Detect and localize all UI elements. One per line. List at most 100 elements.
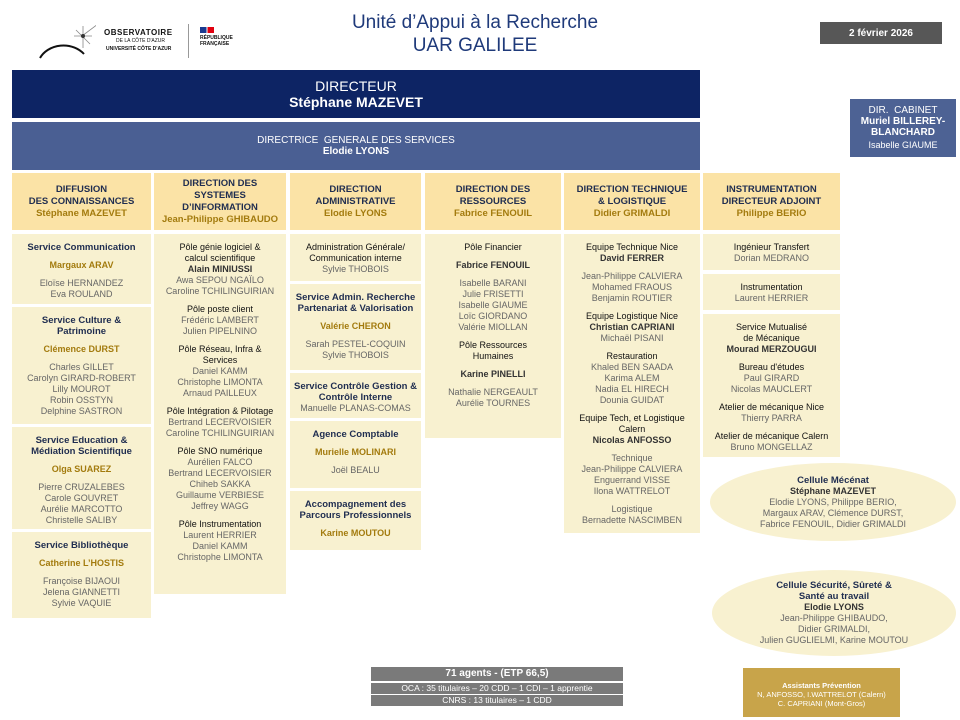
service-title: Pôle poste client <box>186 304 254 314</box>
leader-name: Nicolas ANFOSSO <box>592 435 672 445</box>
member-name: Isabelle BARANI <box>459 278 527 288</box>
service-group: Pôle génie logiciel & calcul scientifique… <box>166 242 274 297</box>
column-head: Stéphane MAZEVET <box>36 207 127 219</box>
service-title: Contrôle Interne <box>318 392 393 403</box>
service-title: Communication interne <box>309 253 402 263</box>
service-group: Service Education & Médiation Scientifiqu… <box>31 435 132 457</box>
service-box: Pôle génie logiciel & calcul scientifique… <box>154 234 286 594</box>
service-box: Service Communication Margaux ARAV Eloïse … <box>12 234 151 304</box>
column-header: DIRECTION DES SYSTEMES D’INFORMATION Jean-P… <box>154 173 286 230</box>
service-group: Atelier de mécanique Calern Bruno MONGELL… <box>715 431 829 453</box>
member-name: Sylvie THOBOIS <box>322 264 389 274</box>
service-group: Françoise BIJAOUI Jelena GIANNETTI Sylvie … <box>43 576 120 609</box>
member-name: Bertrand LECERVOISIER <box>168 417 272 427</box>
service-group: Isabelle BARANI Julie FRISETTI Isabelle GI… <box>458 278 527 333</box>
member-name: Charles GILLET <box>49 362 114 372</box>
service-box: Service Education & Médiation Scientifiqu… <box>12 427 151 529</box>
member-name: Julien PIPELNINO <box>182 326 257 336</box>
member-name: Khaled BEN SAADA <box>590 362 674 372</box>
column-header: DIFFUSION DES CONNAISSANCES Stéphane MAZEV… <box>12 173 151 230</box>
service-group: Service Bibliothèque <box>35 540 129 551</box>
service-title: de Mécanique <box>743 333 800 343</box>
member-name: Jelena GIANNETTI <box>42 587 121 597</box>
service-group: Pôle Financier <box>464 242 522 253</box>
service-title: Pôle Intégration & Pilotage <box>166 406 274 416</box>
director-name: Stéphane MAZEVET <box>289 94 423 110</box>
column-head: Didier GRIMALDI <box>593 207 671 219</box>
service-box: Pôle Financier Fabrice FENOUIL Isabelle BA… <box>425 234 561 438</box>
service-group: Service Mutualisé de Mécanique Mourad MERZ… <box>727 322 817 355</box>
logo-name: OBSERVATOIRE <box>104 28 173 37</box>
service-title: Service Education & <box>35 435 128 446</box>
column-title: DIRECTION <box>329 183 382 195</box>
service-group: Service Contrôle Gestion & Contrôle Inter… <box>294 381 417 414</box>
service-title: Service Contrôle Gestion & <box>293 381 417 392</box>
service-box: Service Bibliothèque Catherine L’HOSTIS Fr… <box>12 532 151 618</box>
leader-name: David FERRER <box>599 253 664 263</box>
service-title: Pôle génie logiciel & <box>179 242 261 252</box>
member-name: Technique <box>611 453 653 463</box>
service-group: Agence Comptable <box>312 429 398 440</box>
member-name: Loïc GIORDANO <box>458 311 528 321</box>
member-name: Paul GIRARD <box>743 373 800 383</box>
assistants-line: N, ANFOSSO, I.WATTRELOT (Calern) <box>757 690 886 699</box>
service-group: Accompagnement des Parcours Professionnel… <box>300 499 412 521</box>
service-box: Service Admin. Recherche Partenariat & Va… <box>290 284 421 370</box>
page-subtitle: UAR GALILEE <box>412 35 538 56</box>
service-title: Service Bibliothèque <box>34 540 129 551</box>
column-title: & LOGISTIQUE <box>597 195 667 207</box>
cabinet-role: DIR. CABINET <box>868 105 938 116</box>
cabinet-box: DIR. CABINET Muriel BILLEREY-BLANCHARD I… <box>850 99 956 157</box>
service-group: Equipe Tech, et Logistique Calern Nicolas … <box>579 413 684 446</box>
column-title: ADMINISTRATIVE <box>315 195 396 207</box>
column-title: DIFFUSION <box>55 183 108 195</box>
member-name: Frédéric LAMBERT <box>181 315 259 325</box>
service-title: Ingénieur Transfert <box>733 242 810 252</box>
member-name: Pierre CRUZALEBES <box>38 482 125 492</box>
member-name: Nadia EL HIRECH <box>595 384 669 394</box>
service-title: Atelier de mécanique Nice <box>718 402 825 412</box>
service-box: Service Mutualisé de Mécanique Mourad MERZ… <box>703 314 840 457</box>
leader-name: Christian CAPRIANI <box>589 322 675 332</box>
service-group: Pôle Réseau, Infra & Services Daniel KAMM C… <box>177 344 262 399</box>
service-group: Karine MOUTOU <box>320 528 390 539</box>
service-title: Equipe Logistique Nice <box>585 311 679 321</box>
column-title: RESSOURCES <box>459 195 527 207</box>
service-group: Administration Générale/Communication in… <box>306 242 405 275</box>
service-group: Bureau d'études Paul GIRARD Nicolas MAUCLE… <box>731 362 812 395</box>
service-group: Equipe Technique Nice David FERRER <box>586 242 678 264</box>
member-name: Christelle SALIBY <box>45 515 118 525</box>
service-group: Logistique Bernadette NASCIMBEN <box>582 504 682 526</box>
member-name: Daniel KAMM <box>192 366 248 376</box>
column-title: SYSTEMES <box>194 189 246 201</box>
service-title: Humaines <box>472 351 514 361</box>
column-header: INSTRUMENTATION DIRECTEUR ADJOINT Philippe… <box>703 173 840 230</box>
stats-cnrs: CNRS : 13 titulaires – 1 CDD <box>371 695 623 706</box>
member-name: Christophe LIMONTA <box>177 552 263 562</box>
member-name: Dounia GUIDAT <box>599 395 665 405</box>
leader-name: Alain MINIUSSI <box>187 264 253 274</box>
leader-name: Margaux ARAV <box>49 260 114 270</box>
service-title: calcul scientifique <box>184 253 256 263</box>
cell-title: Cellule Mécénat <box>797 474 869 486</box>
service-title: Accompagnement des <box>304 499 407 510</box>
service-title: Bureau d'études <box>738 362 805 372</box>
service-group: Ingénieur Transfert Dorian MEDRANO <box>734 242 810 264</box>
service-title: Pôle Instrumentation <box>178 519 262 529</box>
member-name: Caroline TCHILINGUIRIAN <box>165 428 275 438</box>
leader-name: Mourad MERZOUGUI <box>726 344 817 354</box>
service-title: Calern <box>618 424 646 434</box>
column-title: DIRECTION TECHNIQUE <box>576 183 688 195</box>
cabinet-name: Muriel BILLEREY-BLANCHARD <box>860 116 946 138</box>
service-group: Charles GILLET Carolyn GIRARD-ROBERT Lilly… <box>27 362 136 417</box>
member-name: Michaël PISANI <box>600 333 664 343</box>
member-name: Aurélie MARCOTTO <box>40 504 123 514</box>
service-group: Pôle Intégration & Pilotage Bertrand LECE… <box>166 406 274 439</box>
cell-members: Jean-Philippe GHIBAUDO, <box>780 613 888 623</box>
member-name: Jean-Philippe CALVIERA <box>581 271 683 281</box>
service-title: Equipe Tech, et Logistique <box>579 413 685 423</box>
member-name: Chiheb SAKKA <box>189 479 251 489</box>
date-badge: 2 février 2026 <box>820 22 942 44</box>
member-name: Logistique <box>611 504 653 514</box>
service-title: Service Mutualisé <box>735 322 808 332</box>
